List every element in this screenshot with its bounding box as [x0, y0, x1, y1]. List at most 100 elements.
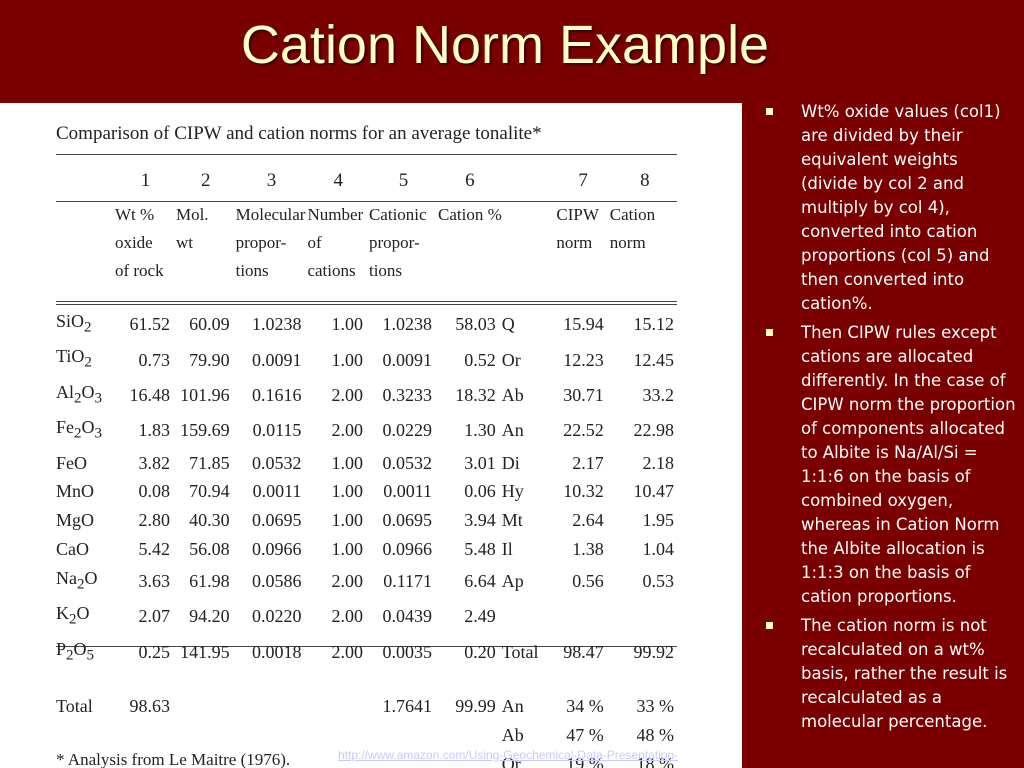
table-cell [369, 721, 438, 750]
table-cell: 98.63 [129, 695, 170, 716]
table-cell: 1.30 [464, 420, 496, 441]
table-cell: 33.2 [642, 385, 675, 406]
table-cell [236, 670, 308, 692]
table-cell: 1.0238 [382, 314, 433, 335]
table-cell [369, 670, 438, 692]
column-header: oxide [114, 233, 153, 252]
table-cell [502, 670, 557, 692]
table-rule [56, 154, 677, 155]
table-cell [307, 670, 369, 692]
table-row: Fe2O3 1.83 159.69 0.0115 2.00 0.0229 1.30 An 22.… [56, 413, 680, 448]
table-cell: 3.82 [138, 452, 170, 473]
column-number: 2 [201, 170, 211, 191]
table-cell: 0.0035 [382, 641, 433, 662]
table-cell: 15.94 [563, 314, 604, 335]
bullet-text: Then CIPW rules except cations are alloc… [801, 323, 1016, 606]
column-header: tions [235, 261, 269, 280]
square-bullet-icon [766, 622, 773, 629]
table-row: CaO 5.42 56.08 0.0966 1.00 0.0966 5.48 Il 1.38 1.… [56, 535, 680, 564]
table-cell [556, 670, 609, 692]
column-header: Cation % [438, 205, 502, 224]
column-header [176, 257, 236, 285]
column-header [438, 229, 502, 257]
table-row: MgO 2.80 40.30 0.0695 1.00 0.0695 3.94 Mt 2.64 1.… [56, 506, 680, 535]
column-header: tions [368, 261, 403, 280]
table-cell: 79.90 [189, 349, 230, 370]
table-cell: 2.00 [331, 571, 363, 592]
table-row: Al2O3 16.48 101.96 0.1616 2.00 0.3233 18.32 Ab 3… [56, 378, 680, 413]
table-row: FeO 3.82 71.85 0.0532 1.00 0.0532 3.01 Di 2.17 2.… [56, 449, 680, 478]
table-cell: 1.00 [331, 538, 363, 559]
oxide-label [56, 721, 115, 750]
table-cell: 56.08 [189, 538, 230, 559]
oxide-label: CaO [56, 538, 89, 559]
table-cell: 0.52 [464, 349, 496, 370]
oxide-label: MnO [56, 481, 95, 502]
table-cell: 99.99 [455, 695, 496, 716]
column-header-row: oxide wt propor-of propor-norm norm [56, 229, 680, 257]
column-header: of rock [114, 261, 164, 280]
table-cell: 70.94 [189, 481, 230, 502]
table-cell: 12.45 [633, 349, 675, 370]
cipw-cation-norm-table: 1 2 3 4 5 6 7 8 Wt % Mol. Molecular Number Cationic C… [56, 161, 680, 768]
table-row: MnO 0.08 70.94 0.0011 1.00 0.0011 0.06 Hy 10.32 1… [56, 477, 680, 506]
table-cell: 0.0091 [382, 349, 433, 370]
table-cell [556, 285, 609, 307]
table-cell: 2.64 [572, 510, 604, 531]
table-cell: 47 % [566, 724, 604, 745]
table-cell [56, 201, 115, 229]
table-cell: 2.00 [331, 420, 363, 441]
table-rule [56, 201, 677, 202]
table-cell [56, 229, 115, 257]
table-cell: 61.98 [189, 571, 230, 592]
source-link[interactable]: http://www.amazon.com/Using-Geochemical-… [338, 748, 679, 762]
table-row: P2O5 0.25 141.95 0.0018 2.00 0.0035 0.20 Total 9… [56, 635, 680, 670]
table-cell: 1.00 [331, 481, 363, 502]
table-cell: Ap [501, 571, 524, 592]
column-header [502, 201, 557, 229]
column-number: 6 [465, 170, 475, 191]
oxide-label: Fe2O3 [56, 417, 102, 442]
table-cell: 0.20 [464, 641, 496, 662]
table-cell: 2.00 [331, 641, 363, 662]
column-number: 4 [333, 170, 343, 191]
table-cell: 0.56 [572, 571, 604, 592]
table-cell [610, 285, 680, 307]
oxide-label: TiO2 [56, 346, 92, 371]
table-spacer [56, 670, 680, 692]
table-cell [502, 285, 557, 307]
table-cell: Or [501, 349, 521, 370]
table-spacer [56, 285, 680, 307]
table-cell: 15.12 [633, 314, 675, 335]
table-cell: 0.0532 [382, 452, 433, 473]
table-cell [502, 161, 557, 201]
table-row: SiO2 61.52 60.09 1.0238 1.00 1.0238 58.03 Q 15.9… [56, 307, 680, 342]
table-cell [307, 721, 369, 750]
table-cell: 94.20 [189, 606, 230, 627]
column-number: 7 [578, 170, 588, 191]
table-cell: 34 % [566, 695, 604, 716]
table-rule [56, 646, 677, 647]
column-number: 1 [140, 170, 151, 191]
table-cell [438, 670, 502, 692]
table-rule [56, 301, 677, 302]
column-header [502, 257, 557, 285]
oxide-label: Total [56, 695, 93, 716]
table-cell: 0.0966 [382, 538, 433, 559]
table-cell [115, 285, 176, 307]
table-cell: 98.47 [563, 641, 604, 662]
table-cell [502, 599, 557, 634]
column-header-row: Wt % Mol. Molecular Number Cationic Cation % C… [56, 201, 680, 229]
table-cell [610, 599, 680, 634]
table-cell: 58.03 [455, 314, 496, 335]
table-cell: 101.96 [180, 385, 230, 406]
table-footnote: * Analysis from Le Maitre (1976). [56, 750, 291, 768]
oxide-label: SiO2 [56, 311, 92, 336]
table-cell: 0.0011 [383, 481, 433, 502]
table-cell: 0.0229 [382, 420, 433, 441]
table-cell: 1.04 [642, 538, 675, 559]
table-cell: Ab [501, 724, 524, 745]
table-cell: 30.71 [563, 385, 604, 406]
table-cell: 0.1616 [251, 385, 302, 406]
table-cell: Il [501, 538, 513, 559]
